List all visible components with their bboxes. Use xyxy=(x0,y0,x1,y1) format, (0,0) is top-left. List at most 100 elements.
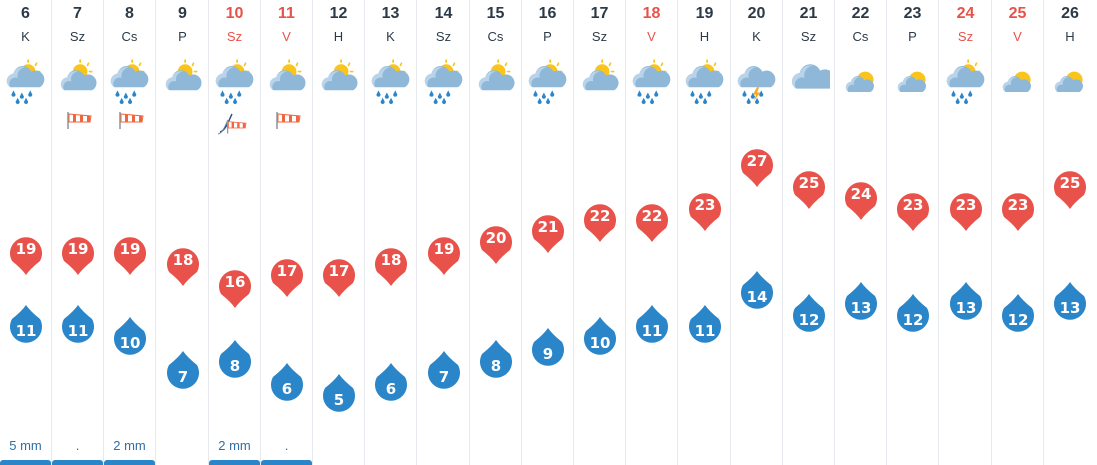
low-temp-value: 6 xyxy=(385,380,395,398)
day-number: 24 xyxy=(956,5,975,22)
day-column[interactable]: 6 K 19 11 5 mm xyxy=(0,0,52,465)
day-column[interactable]: 10 Sz 16 8 2 mm xyxy=(209,0,261,465)
high-temp-pin: 23 xyxy=(1001,193,1034,231)
sun-cloud-rain-icon xyxy=(528,59,567,104)
pin-shape xyxy=(1001,293,1034,332)
pin-shape xyxy=(792,171,825,209)
day-column[interactable]: 24 Sz 23 13 xyxy=(940,0,992,465)
pin-shape xyxy=(374,248,407,286)
day-column[interactable]: 13 K 18 6 xyxy=(365,0,417,465)
day-number: 7 xyxy=(73,5,82,22)
high-temp-pin: 23 xyxy=(949,193,982,231)
day-name: K xyxy=(752,29,761,44)
day-column[interactable]: 7 Sz 19 11. xyxy=(52,0,104,465)
day-column[interactable]: 20 K 27 14 xyxy=(731,0,783,465)
day-column[interactable]: 12 H 17 5 xyxy=(313,0,365,465)
day-column[interactable]: 17 Sz 22 10 xyxy=(574,0,626,465)
day-name: Sz xyxy=(957,29,974,44)
day-column[interactable]: 22 Cs 24 13 xyxy=(835,0,887,465)
high-temp-pin: 25 xyxy=(792,171,825,209)
low-temp-pin: 10 xyxy=(113,316,146,355)
sun-cloud-rain-icon xyxy=(632,59,671,104)
pin-shape xyxy=(1001,193,1034,231)
day-name: H xyxy=(1065,29,1075,44)
high-temp-pin: 25 xyxy=(1054,171,1086,209)
day-name: V xyxy=(282,29,291,44)
day-column[interactable]: 26 H 25 13 xyxy=(1044,0,1096,465)
pin-shape xyxy=(635,204,668,242)
day-column[interactable]: 21 Sz 25 12 xyxy=(783,0,835,465)
pin-shape xyxy=(1054,282,1086,320)
day-name: Sz xyxy=(800,29,817,44)
low-temp-pin: 13 xyxy=(1054,282,1086,320)
high-temp-pin: 22 xyxy=(635,204,668,242)
sun-cloud-icon xyxy=(582,59,619,91)
day-column[interactable]: 23 P 23 12 xyxy=(887,0,939,465)
day-column[interactable]: 11 V 17 6. xyxy=(261,0,313,465)
thunderstorm-icon xyxy=(737,66,776,104)
day-column[interactable]: 15 Cs 20 8 xyxy=(470,0,522,465)
low-temp-value: 7 xyxy=(177,368,187,386)
pin-shape xyxy=(322,259,355,297)
day-column[interactable]: 8 Cs 19 10 2 mm xyxy=(104,0,156,465)
high-temp-value: 17 xyxy=(276,262,297,280)
high-temp-pin: 17 xyxy=(322,259,355,297)
day-column[interactable]: 16 P 21 9 xyxy=(522,0,574,465)
day-number: 12 xyxy=(329,5,348,22)
high-temp-value: 25 xyxy=(798,174,819,192)
low-temp-value: 5 xyxy=(333,391,343,409)
high-temp-pin: 18 xyxy=(166,248,199,286)
low-temp-pin: 12 xyxy=(792,293,825,332)
high-temp-pin: 23 xyxy=(896,193,929,231)
precipitation-bar xyxy=(209,460,260,465)
pin-shape xyxy=(740,149,773,187)
day-name: P xyxy=(178,29,187,44)
sun-cloud-icon xyxy=(321,59,358,91)
day-column[interactable]: 9 P 18 7 xyxy=(157,0,209,465)
pin-shape xyxy=(113,316,146,355)
pin-shape xyxy=(531,328,564,366)
day-name: Sz xyxy=(226,29,243,44)
day-number: 20 xyxy=(747,5,766,22)
day-column[interactable]: 18 V 22 11 xyxy=(626,0,678,465)
pin-shape xyxy=(583,316,616,355)
day-number: 25 xyxy=(1008,5,1027,22)
low-temp-value: 12 xyxy=(902,311,923,329)
high-temp-pin: 19 xyxy=(9,237,42,275)
low-temp-pin: 13 xyxy=(949,282,982,320)
windsock-icon xyxy=(276,112,301,129)
pin-shape xyxy=(792,293,825,332)
sun-small-cloud-icon xyxy=(897,71,926,92)
low-temp-pin: 5 xyxy=(322,374,355,412)
day-column[interactable]: 14 Sz 19 7 xyxy=(418,0,470,465)
windsock-icon xyxy=(119,112,144,129)
day-name: Cs xyxy=(121,29,138,44)
high-temp-value: 23 xyxy=(1007,196,1028,214)
low-temp-value: 13 xyxy=(955,299,976,317)
day-column[interactable]: 19 H 23 11 xyxy=(679,0,731,465)
pin-shape xyxy=(9,305,42,343)
day-number: 9 xyxy=(178,5,187,22)
low-temp-value: 8 xyxy=(490,357,500,375)
day-name: H xyxy=(699,29,710,44)
pin-shape xyxy=(688,305,721,343)
precipitation-bar xyxy=(104,460,155,465)
day-name: V xyxy=(1013,29,1022,44)
pin-shape xyxy=(479,339,512,378)
day-name: H xyxy=(333,29,344,44)
pin-shape xyxy=(740,270,773,309)
sun-small-cloud-icon xyxy=(845,71,874,92)
high-temp-value: 23 xyxy=(694,196,715,214)
low-temp-value: 13 xyxy=(1060,299,1081,317)
pin-shape xyxy=(531,215,564,253)
low-temp-pin: 11 xyxy=(635,305,668,343)
precipitation-amount: 2 mm xyxy=(218,438,251,453)
precipitation-amount: . xyxy=(75,438,80,453)
low-temp-pin: 6 xyxy=(374,362,407,401)
sun-cloud-rain-icon xyxy=(371,59,410,104)
sun-small-cloud-icon xyxy=(1002,71,1031,92)
day-column[interactable]: 25 V 23 12 xyxy=(992,0,1044,465)
low-temp-value: 12 xyxy=(798,311,819,329)
day-name: Sz xyxy=(591,29,608,44)
